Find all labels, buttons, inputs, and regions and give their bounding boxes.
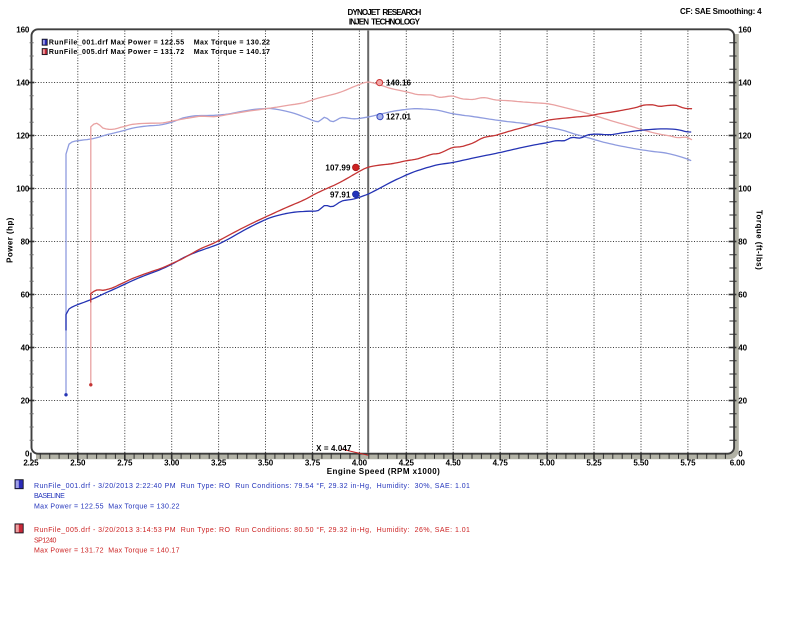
svg-text:3.50: 3.50	[258, 459, 274, 468]
svg-text:SP1240: SP1240	[34, 537, 57, 544]
svg-text:RunFile_001.drf - 3/20/2013 2:: RunFile_001.drf - 3/20/2013 2:22:40 PM R…	[34, 482, 470, 490]
svg-text:Max Power = 122.55 Max Torque: Max Power = 122.55 Max Torque = 130.22	[34, 504, 180, 511]
svg-text:80: 80	[738, 237, 747, 246]
svg-text:140: 140	[738, 78, 752, 87]
svg-text:100: 100	[16, 184, 30, 193]
svg-text:5.50: 5.50	[633, 459, 649, 468]
svg-text:3.25: 3.25	[211, 459, 227, 468]
svg-text:3.75: 3.75	[305, 459, 321, 468]
svg-text:20: 20	[21, 396, 30, 405]
svg-text:160: 160	[16, 25, 30, 34]
svg-text:Max Power = 131.72 Max Torque: Max Power = 131.72 Max Torque = 140.17	[34, 548, 180, 555]
svg-text:Power (hp): Power (hp)	[6, 217, 15, 263]
svg-text:120: 120	[738, 131, 752, 140]
svg-text:4.75: 4.75	[493, 459, 509, 468]
svg-text:140: 140	[16, 78, 30, 87]
svg-text:CF: SAE Smoothing: 4: CF: SAE Smoothing: 4	[680, 7, 762, 16]
svg-text:2.50: 2.50	[70, 459, 86, 468]
svg-text:5.75: 5.75	[680, 459, 696, 468]
svg-text:RunFile_001.drf Max Power = 12: RunFile_001.drf Max Power = 122.55	[49, 40, 185, 47]
svg-text:0: 0	[738, 449, 743, 458]
svg-text:0: 0	[25, 449, 30, 458]
svg-text:RunFile_005.drf - 3/20/2013 3:: RunFile_005.drf - 3/20/2013 3:14:53 PM R…	[34, 526, 470, 534]
svg-text:X = 4.047: X = 4.047	[316, 444, 352, 453]
svg-text:140.16: 140.16	[386, 79, 412, 88]
svg-text:4.50: 4.50	[446, 459, 462, 468]
svg-text:5.25: 5.25	[586, 459, 602, 468]
svg-text:Max Torque = 130.22: Max Torque = 130.22	[194, 40, 271, 47]
svg-text:97.91: 97.91	[330, 190, 351, 199]
svg-text:5.00: 5.00	[540, 459, 556, 468]
svg-text:INJEN TECHNOLOGY: INJEN TECHNOLOGY	[349, 18, 421, 27]
svg-text:2.25: 2.25	[23, 459, 39, 468]
svg-text:100: 100	[738, 184, 752, 193]
svg-text:2.75: 2.75	[117, 459, 133, 468]
svg-text:4.25: 4.25	[399, 459, 415, 468]
svg-text:RunFile_005.drf Max Power = 13: RunFile_005.drf Max Power = 131.72	[49, 49, 185, 56]
svg-text:3.00: 3.00	[164, 459, 180, 468]
svg-text:40: 40	[738, 343, 747, 352]
svg-text:107.99: 107.99	[325, 163, 351, 172]
svg-text:4.00: 4.00	[352, 459, 368, 468]
svg-text:Torque (ft-lbs): Torque (ft-lbs)	[755, 210, 764, 270]
svg-text:127.01: 127.01	[386, 113, 412, 122]
svg-text:60: 60	[21, 290, 30, 299]
svg-text:60: 60	[738, 290, 747, 299]
svg-text:DYNOJET RESEARCH: DYNOJET RESEARCH	[348, 8, 422, 17]
svg-text:120: 120	[16, 131, 30, 140]
svg-text:Max Torque = 140.17: Max Torque = 140.17	[194, 49, 271, 56]
svg-text:80: 80	[21, 237, 30, 246]
svg-text:160: 160	[738, 25, 752, 34]
svg-text:20: 20	[738, 396, 747, 405]
svg-text:40: 40	[21, 343, 30, 352]
svg-text:Engine Speed (RPM x1000): Engine Speed (RPM x1000)	[327, 467, 441, 476]
svg-text:6.00: 6.00	[730, 459, 746, 468]
svg-text:BASELINE: BASELINE	[34, 493, 65, 500]
